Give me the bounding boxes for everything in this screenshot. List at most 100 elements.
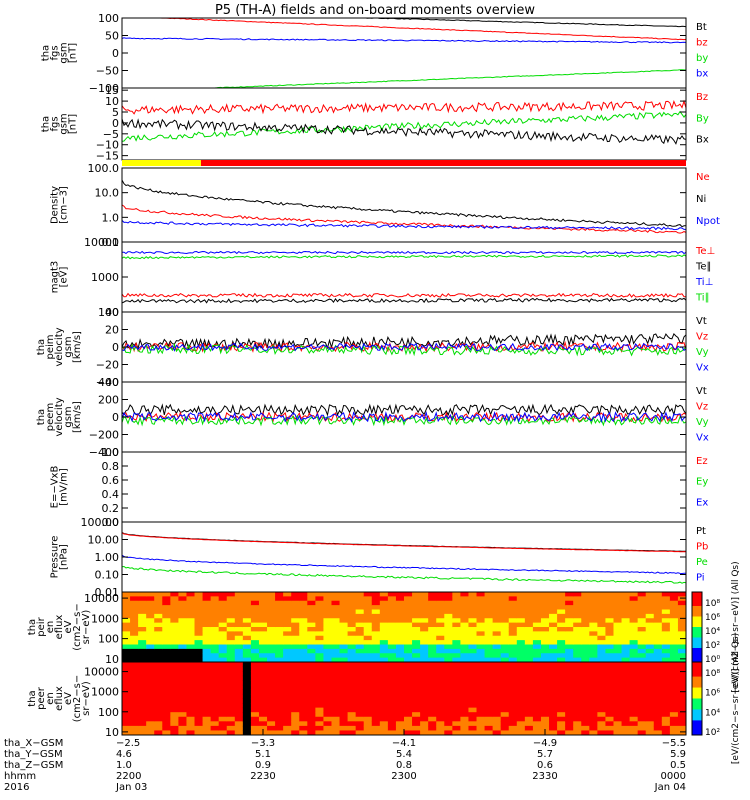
- heatmap-cell: [524, 721, 534, 727]
- y-tick-label: 10000: [84, 666, 119, 679]
- y-tick-label: 10.0: [95, 187, 120, 200]
- heatmap-cell: [532, 627, 542, 632]
- heatmap-cell: [339, 698, 349, 704]
- colorbar-step: [692, 648, 702, 652]
- heatmap-cell: [226, 698, 236, 704]
- heatmap-cell: [387, 666, 397, 672]
- heatmap-cell: [258, 712, 268, 718]
- heatmap-cell: [589, 689, 598, 695]
- heatmap-cell: [653, 693, 663, 699]
- heatmap-cell: [452, 712, 461, 718]
- heatmap-cell: [452, 635, 461, 641]
- heatmap-cell: [307, 716, 316, 722]
- y-axis-label-line: sr−eV): [81, 610, 92, 645]
- heatmap-cell: [508, 596, 518, 602]
- heatmap-cell: [452, 605, 461, 610]
- heatmap-cell: [549, 684, 558, 690]
- heatmap-cell: [613, 613, 623, 619]
- heatmap-cell: [581, 609, 590, 615]
- heatmap-cell: [379, 703, 389, 709]
- heatmap-cell: [379, 627, 389, 632]
- heatmap-cell: [516, 693, 526, 699]
- heatmap-cell: [194, 680, 204, 686]
- heatmap-cell: [283, 693, 292, 699]
- heatmap-cell: [202, 716, 212, 722]
- heatmap-cell: [452, 657, 461, 663]
- heatmap-cell: [460, 703, 469, 709]
- heatmap-cell: [170, 730, 179, 736]
- heatmap-cell: [581, 684, 590, 690]
- heatmap-cell: [444, 675, 453, 681]
- heatmap-cell: [621, 675, 631, 681]
- heatmap-cell: [315, 592, 324, 597]
- heatmap-cell: [154, 609, 163, 615]
- heatmap-cell: [194, 666, 204, 672]
- heatmap-cell: [653, 662, 663, 668]
- heatmap-cell: [355, 648, 365, 654]
- heatmap-cell: [661, 707, 671, 713]
- heatmap-cell: [226, 627, 236, 632]
- heatmap-cell: [597, 627, 606, 632]
- heatmap-cell: [629, 716, 639, 722]
- heatmap-cell: [307, 675, 316, 681]
- heatmap-cell: [629, 730, 639, 736]
- heatmap-cell: [500, 648, 510, 654]
- y-axis-label-line: eV: [63, 620, 74, 633]
- heatmap-cell: [524, 618, 534, 624]
- colorbar-step: [692, 662, 702, 667]
- heatmap-cell: [492, 653, 502, 659]
- heatmap-cell: [138, 640, 147, 645]
- heatmap-cell: [661, 666, 671, 672]
- heatmap-cell: [138, 605, 147, 610]
- heatmap-cell: [218, 622, 228, 628]
- heatmap-cell: [597, 666, 606, 672]
- heatmap-cell: [194, 730, 204, 736]
- heatmap-cell: [178, 640, 187, 645]
- heatmap-cell: [355, 684, 365, 690]
- heatmap-cell: [436, 618, 445, 624]
- heatmap-cell: [484, 648, 494, 654]
- heatmap-cell: [258, 644, 268, 650]
- y-tick-label: 0.2: [102, 502, 120, 515]
- heatmap-cell: [540, 721, 550, 727]
- heatmap-cell: [258, 698, 268, 704]
- heatmap-cell: [170, 600, 179, 606]
- colorbar-tick-label: 10⁶: [705, 689, 720, 699]
- heatmap-cell: [242, 618, 252, 624]
- heatmap-cell: [532, 618, 542, 624]
- heatmap-cell: [218, 644, 228, 650]
- heatmap-cell: [597, 721, 606, 727]
- heatmap-cell: [516, 609, 526, 615]
- heatmap-cell: [355, 707, 365, 713]
- heatmap-cell: [540, 675, 550, 681]
- heatmap-cell: [581, 640, 590, 645]
- heatmap-cell: [661, 698, 671, 704]
- heatmap-cell: [540, 689, 550, 695]
- heatmap-cell: [267, 635, 276, 641]
- heatmap-cell: [355, 698, 365, 704]
- heatmap-cell: [275, 684, 284, 690]
- heatmap-cell: [355, 680, 365, 686]
- heatmap-cell: [444, 721, 453, 727]
- colorbar-step: [692, 727, 702, 732]
- heatmap-cell: [589, 662, 598, 668]
- heatmap-cell: [122, 631, 131, 637]
- heatmap-cell: [645, 635, 655, 641]
- heatmap-cell: [540, 613, 550, 619]
- heatmap-cell: [299, 609, 308, 615]
- heatmap-cell: [258, 671, 268, 677]
- heatmap-cell: [532, 684, 542, 690]
- heatmap-cell: [420, 693, 429, 699]
- heatmap-cell: [524, 627, 534, 632]
- heatmap-cell: [307, 653, 316, 659]
- heatmap-cell: [387, 644, 397, 650]
- heatmap-cell: [468, 671, 478, 677]
- heatmap-cell: [492, 698, 502, 704]
- heatmap-cell: [540, 703, 550, 709]
- heatmap-cell: [500, 592, 510, 597]
- heatmap-cell: [162, 635, 171, 641]
- heatmap-cell: [637, 725, 647, 731]
- heatmap-cell: [589, 675, 598, 681]
- heatmap-cell: [557, 693, 566, 699]
- colorbar-step: [692, 687, 702, 692]
